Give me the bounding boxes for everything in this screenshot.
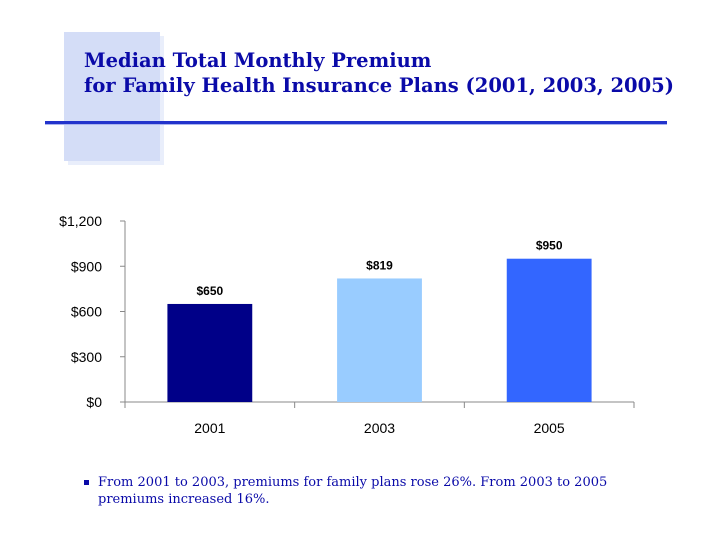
- y-tick-label: $900: [71, 258, 102, 274]
- title-divider: [45, 121, 667, 124]
- bar-value-label: $650: [196, 284, 223, 298]
- bars: $650 $819 $950: [167, 239, 592, 402]
- summary-note: From 2001 to 2003, premiums for family p…: [84, 474, 644, 508]
- y-axis: $0 $300 $600 $900 $1,200: [59, 213, 126, 410]
- y-tick-label: $0: [86, 394, 102, 410]
- slide-title: Median Total Monthly Premium for Family …: [84, 48, 674, 98]
- title-line-2: for Family Health Insurance Plans (2001,…: [84, 74, 674, 97]
- summary-text: From 2001 to 2003, premiums for family p…: [98, 475, 608, 507]
- bullet-icon: [84, 480, 89, 485]
- y-tick-label: $300: [71, 349, 102, 365]
- title-divider-shadow: [45, 124, 667, 125]
- bar-value-label: $819: [366, 258, 393, 272]
- bar-value-label: $950: [536, 239, 563, 253]
- y-tick-label: $600: [71, 304, 102, 320]
- bar-2005: [506, 258, 592, 402]
- title-decoration-box: [64, 32, 160, 161]
- x-tick-label: 2005: [534, 420, 565, 436]
- bar-2003: [337, 278, 422, 402]
- x-axis: 2001 2003 2005: [124, 401, 635, 436]
- y-tick-label: $1,200: [59, 213, 102, 229]
- x-tick-label: 2001: [194, 420, 225, 436]
- x-tick-label: 2003: [364, 420, 395, 436]
- title-line-1: Median Total Monthly Premium: [84, 49, 432, 72]
- bar-2001: [167, 303, 253, 402]
